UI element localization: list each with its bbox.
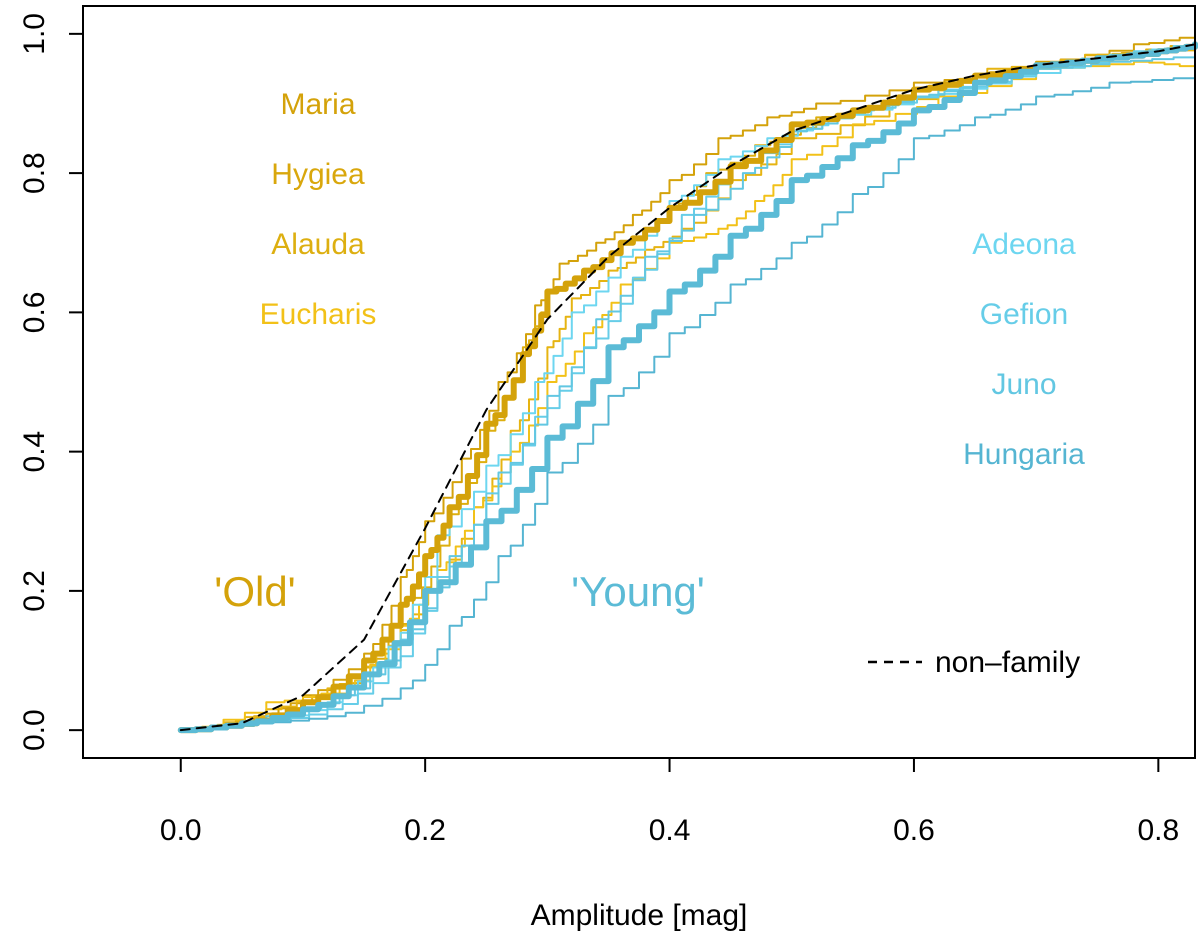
family-label-hygiea: Hygiea <box>271 158 365 191</box>
family-label-alauda: Alauda <box>271 228 365 261</box>
y-tick-label: 0.8 <box>18 152 51 194</box>
x-tick-label: 0.8 <box>1137 814 1179 847</box>
series-gefion <box>179 43 1196 732</box>
young-group-label: 'Young' <box>571 568 705 615</box>
family-label-juno: Juno <box>991 368 1056 401</box>
series-layer <box>177 32 1198 734</box>
y-tick-label: 0.6 <box>18 292 51 334</box>
family-label-eucharis: Eucharis <box>260 298 377 331</box>
y-tick-label: 0.4 <box>18 431 51 473</box>
family-label-maria: Maria <box>280 88 355 121</box>
x-tick-label: 0.0 <box>160 814 202 847</box>
x-tick-label: 0.6 <box>893 814 935 847</box>
legend: non–family <box>868 646 1080 679</box>
y-tick-label: 1.0 <box>18 13 51 55</box>
y-tick-label: 0.0 <box>18 709 51 751</box>
young-family-labels: Adeona Gefion Juno Hungaria <box>963 228 1085 471</box>
series-old-all <box>177 41 1198 734</box>
old-family-labels: Maria Hygiea Alauda Eucharis <box>260 88 377 331</box>
family-label-gefion: Gefion <box>980 298 1068 331</box>
series-young-all <box>177 41 1198 734</box>
family-label-hungaria: Hungaria <box>963 438 1085 471</box>
y-tick-label: 0.2 <box>18 570 51 612</box>
x-tick-label: 0.4 <box>649 814 691 847</box>
old-group-label: 'Old' <box>214 568 295 615</box>
legend-label: non–family <box>935 646 1080 679</box>
series-maria <box>179 32 1196 732</box>
y-axis: 0.0 0.2 0.4 0.6 0.8 1.0 <box>18 13 83 751</box>
series-non-family <box>179 43 1196 732</box>
x-axis-label: Amplitude [mag] <box>531 899 748 932</box>
family-label-adeona: Adeona <box>972 228 1076 261</box>
series-hungaria <box>179 74 1196 732</box>
x-axis: 0.0 0.2 0.4 0.6 0.8 <box>160 757 1179 847</box>
x-tick-label: 0.2 <box>404 814 446 847</box>
